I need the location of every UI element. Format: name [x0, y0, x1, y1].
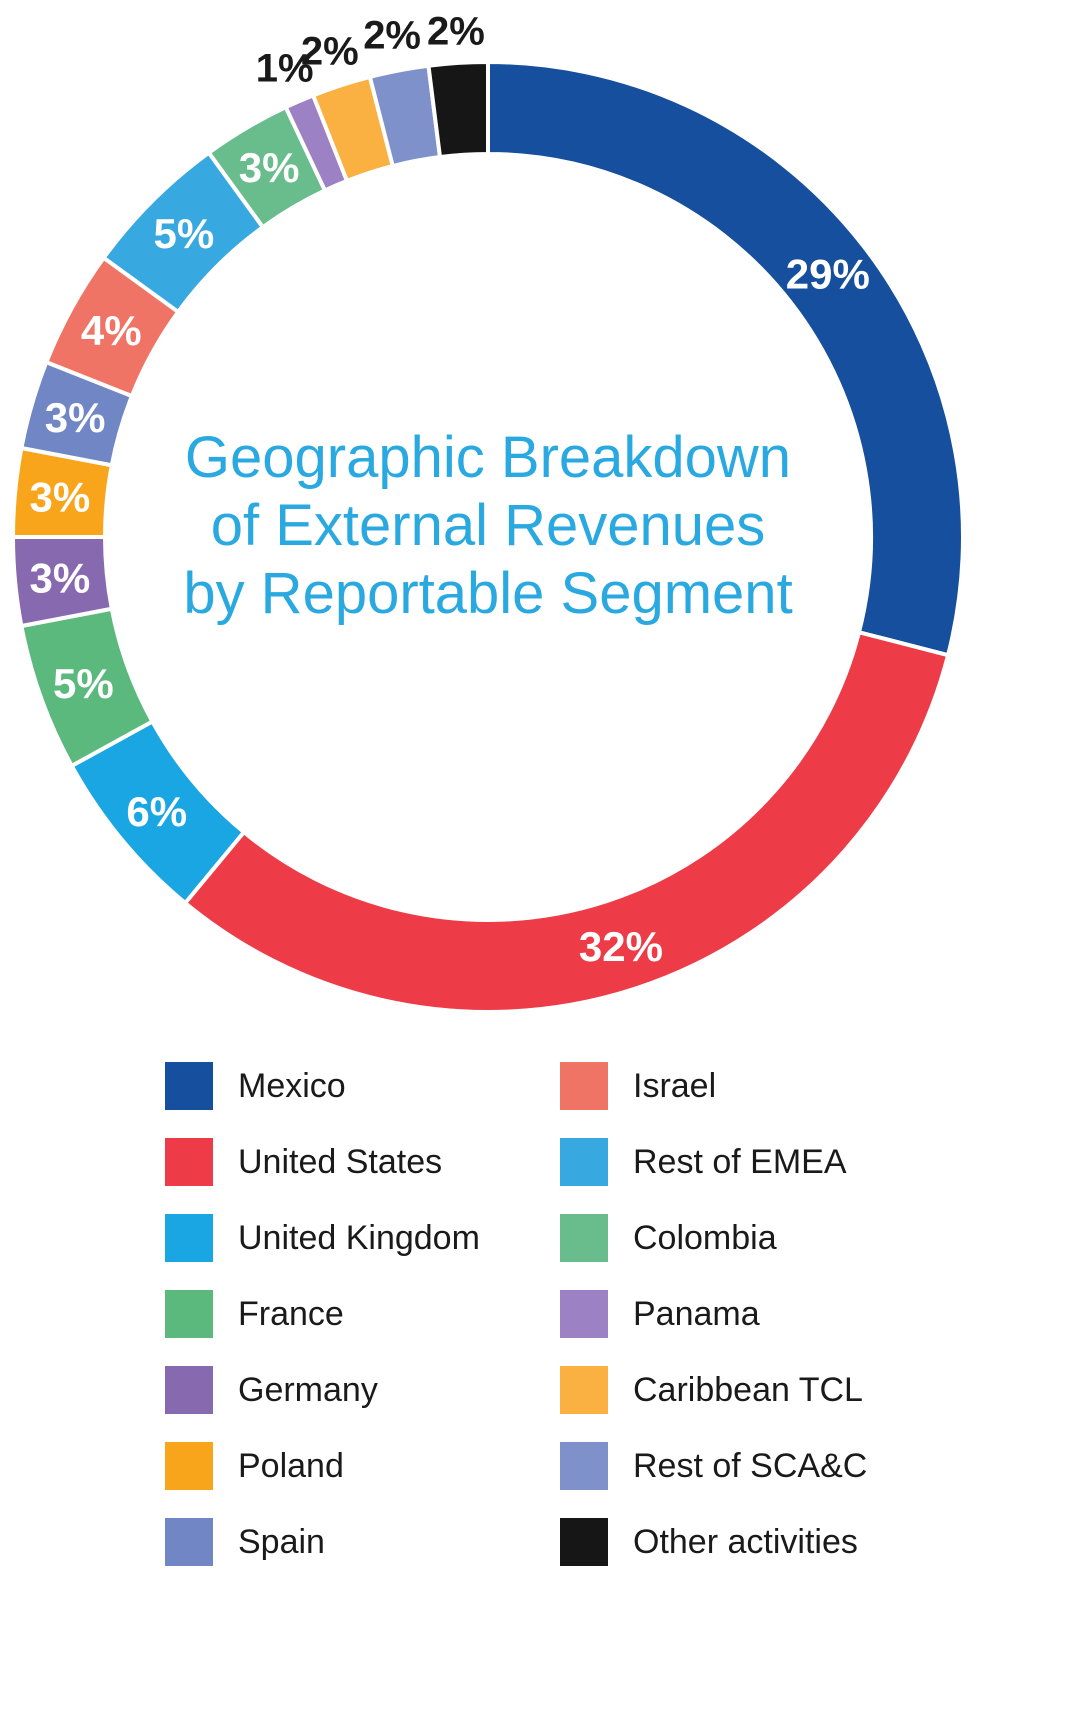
- donut-label-panama: 1%: [256, 47, 314, 91]
- legend-item-colombia: Colombia: [560, 1214, 867, 1262]
- legend-label: Caribbean TCL: [633, 1370, 863, 1409]
- legend-item-rest-of-sca-c: Rest of SCA&C: [560, 1442, 867, 1490]
- legend-swatch-israel: [560, 1062, 608, 1110]
- donut-segment-mexico: [486, 59, 965, 658]
- legend-label: Germany: [238, 1370, 378, 1409]
- legend-item-spain: Spain: [165, 1518, 560, 1566]
- legend-item-mexico: Mexico: [165, 1062, 560, 1110]
- legend-label: Other activities: [633, 1522, 858, 1561]
- legend-label: Spain: [238, 1522, 325, 1561]
- legend-label: Rest of EMEA: [633, 1142, 847, 1181]
- legend-swatch-colombia: [560, 1214, 608, 1262]
- legend-item-france: France: [165, 1290, 560, 1338]
- legend-label: Mexico: [238, 1066, 346, 1105]
- legend-swatch-rest-of-sca-c: [560, 1442, 608, 1490]
- donut-label-other-activities: 2%: [427, 9, 485, 53]
- donut-label-mexico: 29%: [786, 251, 870, 298]
- legend-swatch-france: [165, 1290, 213, 1338]
- chart-title-line-2: of External Revenues: [210, 493, 766, 558]
- legend-swatch-rest-of-emea: [560, 1138, 608, 1186]
- legend-swatch-mexico: [165, 1062, 213, 1110]
- legend-label: Panama: [633, 1294, 760, 1333]
- legend-label: Rest of SCA&C: [633, 1446, 868, 1485]
- donut-label-colombia: 3%: [239, 144, 300, 191]
- donut-label-israel: 4%: [81, 307, 142, 354]
- legend-label: United Kingdom: [238, 1218, 480, 1257]
- donut-chart: 29% 32% 6% 5% 3% 3% 3% 4% 5% 3% 1% 2% 2% 2% Geographi…: [0, 9, 976, 1014]
- legend-swatch-united-kingdom: [165, 1214, 213, 1262]
- legend-item-united-states: United States: [165, 1138, 560, 1186]
- donut-label-united-states: 32%: [579, 923, 663, 970]
- legend-item-united-kingdom: United Kingdom: [165, 1214, 560, 1262]
- donut-segment-united-states: [182, 629, 951, 1014]
- donut-label-rest-of-sca-c: 2%: [363, 14, 421, 58]
- legend-item-israel: Israel: [560, 1062, 867, 1110]
- chart-title-line-3: by Reportable Segment: [183, 561, 793, 626]
- legend-item-caribbean-tcl: Caribbean TCL: [560, 1366, 867, 1414]
- legend-swatch-spain: [165, 1518, 213, 1566]
- legend-swatch-other-activities: [560, 1518, 608, 1566]
- legend-label: Colombia: [633, 1218, 777, 1257]
- legend-swatch-united-states: [165, 1138, 213, 1186]
- legend-swatch-poland: [165, 1442, 213, 1490]
- legend-label: Poland: [238, 1446, 344, 1485]
- legend-swatch-germany: [165, 1366, 213, 1414]
- legend-item-other-activities: Other activities: [560, 1518, 867, 1566]
- legend-item-panama: Panama: [560, 1290, 867, 1338]
- legend-label: United States: [238, 1142, 443, 1181]
- legend-label: France: [238, 1294, 344, 1333]
- legend-label: Israel: [633, 1066, 717, 1105]
- donut-label-spain: 3%: [45, 394, 106, 441]
- chart-title-line-1: Geographic Breakdown: [184, 425, 792, 490]
- legend-swatch-panama: [560, 1290, 608, 1338]
- legend-swatch-caribbean-tcl: [560, 1366, 608, 1414]
- chart-title: Geographic Breakdown of External Revenue…: [0, 424, 976, 628]
- donut-label-united-kingdom: 6%: [126, 788, 187, 835]
- legend-item-germany: Germany: [165, 1366, 560, 1414]
- donut-svg: 29%32%6%5%3%3%3%4%5%3%1%2% 2% 2%: [13, 9, 965, 1014]
- legend-item-rest-of-emea: Rest of EMEA: [560, 1138, 867, 1186]
- donut-label-germany: 3%: [30, 555, 91, 602]
- legend-column-right: Israel Rest of EMEA Colombia Panama Caribbea…: [560, 1062, 867, 1594]
- donut-segment-other-activities: [426, 59, 490, 160]
- donut-label-poland: 3%: [30, 474, 91, 521]
- donut-label-rest-of-emea: 5%: [154, 210, 215, 257]
- legend-column-left: Mexico United States United Kingdom France G…: [165, 1062, 560, 1594]
- legend: Mexico United States United Kingdom France G…: [165, 1062, 867, 1594]
- donut-label-caribbean-tcl: 2%: [301, 30, 359, 74]
- donut-label-france: 5%: [53, 660, 114, 707]
- legend-item-poland: Poland: [165, 1442, 560, 1490]
